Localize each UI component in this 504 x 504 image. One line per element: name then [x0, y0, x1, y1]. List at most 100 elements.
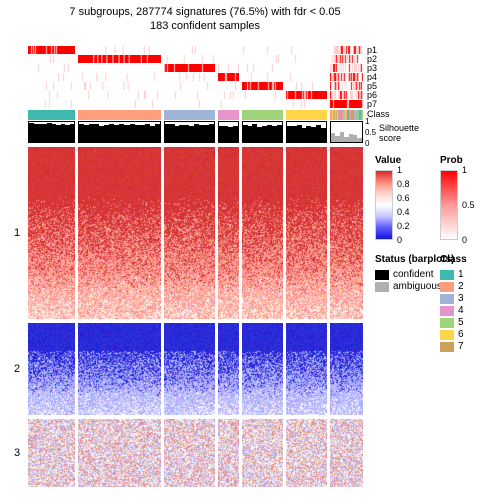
sil-tick: 1: [365, 117, 369, 126]
column-3: [164, 46, 215, 54]
legend-area-2: Prob10.50Class1234567: [440, 155, 500, 366]
class-track: [28, 110, 363, 120]
column-6: [286, 91, 327, 99]
sil-tick: 0: [365, 139, 369, 148]
column-3: [164, 73, 215, 81]
column-2: [78, 82, 160, 90]
class-label: 3: [458, 293, 464, 304]
column-1: [28, 323, 75, 415]
class-item: 1: [440, 269, 500, 280]
column-6: [286, 55, 327, 63]
legend-prob-title: Prob: [440, 155, 500, 166]
value-colorbar: [375, 170, 393, 240]
column-4: [218, 73, 239, 81]
column-2: [78, 419, 160, 487]
value-tick: 0.4: [397, 207, 410, 217]
column-1: [28, 64, 75, 72]
column-1: [28, 121, 75, 143]
column-7: [330, 46, 363, 54]
column-2: [78, 147, 160, 319]
column-6: [286, 46, 327, 54]
column-2: [78, 91, 160, 99]
column-4: [218, 82, 239, 90]
legend-class: Class1234567: [440, 254, 500, 352]
class-label: 2: [458, 281, 464, 292]
column-1: [28, 46, 75, 54]
column-1: [28, 55, 75, 63]
column-5: [242, 91, 283, 99]
column-2: [78, 55, 160, 63]
column-6: [286, 100, 327, 108]
column-2: [78, 46, 160, 54]
column-3: [164, 82, 215, 90]
column-2: [78, 110, 160, 120]
class-swatch: [440, 306, 454, 316]
column-6: [286, 82, 327, 90]
prob-track-p5: [28, 82, 363, 90]
column-1: [28, 100, 75, 108]
column-4: [218, 121, 239, 143]
column-5: [242, 419, 283, 487]
prob-track-p1: [28, 46, 363, 54]
column-3: [164, 323, 215, 415]
column-1: [28, 419, 75, 487]
column-3: [164, 147, 215, 319]
column-1: [28, 73, 75, 81]
plot-title: 7 subgroups, 287774 signatures (76.5%) w…: [30, 6, 380, 32]
column-2: [78, 121, 160, 143]
class-swatch: [440, 318, 454, 328]
legend-prob: Prob10.50: [440, 155, 500, 240]
class-item: 4: [440, 305, 500, 316]
class-swatch: [440, 330, 454, 340]
heatmap-row-label-2: 2: [14, 363, 20, 375]
title-line1: 7 subgroups, 287774 signatures (76.5%) w…: [30, 6, 380, 18]
column-6: [286, 121, 327, 143]
value-tick: 0.6: [397, 193, 410, 203]
column-5: [242, 121, 283, 143]
value-tick: 0.8: [397, 179, 410, 189]
column-5: [242, 323, 283, 415]
status-label: confident: [393, 269, 434, 280]
column-6: [286, 73, 327, 81]
column-7: [330, 91, 363, 99]
prob-tick: 0.5: [462, 200, 475, 210]
column-6: [286, 110, 327, 120]
prob-track-p3: [28, 64, 363, 72]
heatmap-section-3: [28, 419, 363, 487]
class-label: 6: [458, 329, 464, 340]
class-item: 2: [440, 281, 500, 292]
column-7: [330, 110, 363, 120]
column-7: [330, 147, 363, 319]
column-3: [164, 55, 215, 63]
column-4: [218, 323, 239, 415]
column-6: [286, 147, 327, 319]
column-2: [78, 64, 160, 72]
column-3: [164, 110, 215, 120]
column-5: [242, 46, 283, 54]
column-1: [28, 91, 75, 99]
prob-track-p4: [28, 73, 363, 81]
heatmap-row-label-1: 1: [14, 227, 20, 239]
column-5: [242, 100, 283, 108]
prob-colorbar: [440, 170, 458, 240]
column-3: [164, 419, 215, 487]
column-5: [242, 55, 283, 63]
column-3: [164, 121, 215, 143]
heatmap-row-label-3: 3: [14, 447, 20, 459]
column-4: [218, 55, 239, 63]
class-swatch: [440, 342, 454, 352]
prob-tick: 0: [462, 235, 467, 245]
column-7: [330, 73, 363, 81]
column-7: [330, 419, 363, 487]
column-7: [330, 82, 363, 90]
column-4: [218, 110, 239, 120]
value-tick: 0: [397, 235, 402, 245]
main-plot: p1p2p3p4p5p6p7Class10.50Silhouette score…: [28, 46, 363, 496]
class-swatch: [440, 270, 454, 280]
column-1: [28, 82, 75, 90]
silhouette-label: Silhouette score: [379, 123, 419, 143]
prob-track-p7: [28, 100, 363, 108]
column-6: [286, 64, 327, 72]
column-6: [286, 419, 327, 487]
column-3: [164, 64, 215, 72]
